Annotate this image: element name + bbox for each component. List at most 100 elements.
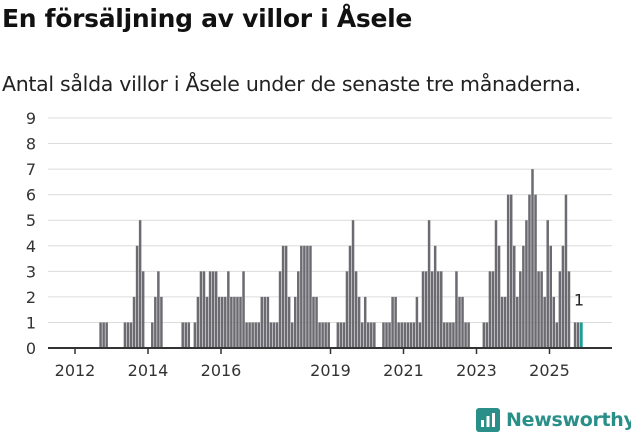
bar — [327, 322, 330, 348]
x-tick-label: 2025 — [529, 361, 570, 380]
newsworthy-logo-text: Newsworthy — [506, 409, 631, 431]
bar — [540, 271, 543, 348]
bar — [211, 271, 215, 348]
bar — [360, 322, 364, 348]
bar — [105, 322, 108, 348]
bar — [227, 271, 230, 348]
newsworthy-logo[interactable]: Newsworthy — [476, 408, 631, 432]
y-tick-label: 9 — [26, 109, 36, 128]
bar — [287, 296, 291, 348]
bar — [388, 322, 391, 348]
bar — [491, 271, 495, 348]
bar — [461, 296, 464, 348]
bar — [336, 322, 340, 348]
bar — [266, 296, 270, 348]
bar — [415, 296, 419, 348]
bar — [321, 322, 324, 348]
bar — [506, 194, 510, 348]
bar — [230, 296, 233, 348]
bar — [382, 322, 385, 348]
bar — [224, 296, 227, 348]
bar — [427, 220, 431, 348]
bar — [312, 296, 315, 348]
bar — [552, 296, 556, 348]
bar — [217, 296, 221, 348]
bar — [400, 322, 403, 348]
newsworthy-logo-icon — [476, 408, 500, 432]
bar — [126, 322, 130, 348]
bar — [284, 245, 288, 348]
bar — [467, 322, 470, 348]
bar — [373, 322, 376, 348]
bar — [221, 296, 224, 348]
bar — [193, 322, 197, 348]
bar — [129, 322, 133, 348]
y-tick-label: 7 — [26, 160, 36, 179]
y-tick-label: 2 — [26, 288, 36, 307]
bar — [546, 220, 549, 348]
bar — [263, 296, 267, 348]
bar — [245, 322, 248, 348]
bar — [519, 271, 522, 348]
bar — [509, 194, 513, 348]
bar — [528, 194, 531, 348]
bar — [348, 245, 352, 348]
bar — [357, 296, 361, 348]
x-tick-label: 2019 — [310, 361, 351, 380]
bar — [132, 296, 136, 348]
bar — [315, 296, 318, 348]
x-tick-label: 2023 — [456, 361, 497, 380]
bar — [367, 322, 370, 348]
bar — [187, 322, 191, 348]
bar — [102, 322, 105, 348]
bar — [576, 322, 580, 348]
bar — [394, 296, 397, 348]
bar — [297, 271, 300, 348]
bar — [531, 169, 534, 348]
bar — [503, 296, 507, 348]
bar — [449, 322, 452, 348]
bar — [318, 322, 321, 348]
bar — [436, 271, 440, 348]
bar — [300, 245, 303, 348]
bar — [522, 245, 525, 348]
y-tick-label: 6 — [26, 186, 36, 205]
bar — [239, 296, 242, 348]
y-tick-label: 1 — [26, 313, 36, 332]
chart-title: En försäljning av villor i Åsele — [2, 4, 413, 33]
bar — [549, 245, 552, 348]
bar — [409, 322, 413, 348]
bar — [236, 296, 239, 348]
bar — [452, 322, 455, 348]
bar — [516, 296, 519, 348]
bar — [281, 245, 285, 348]
bar — [561, 245, 565, 348]
bar — [254, 322, 257, 348]
bar — [248, 322, 251, 348]
bar — [306, 245, 309, 348]
bar — [154, 296, 157, 348]
bar — [430, 271, 434, 348]
bar — [385, 322, 388, 348]
y-tick-label: 4 — [26, 237, 36, 256]
x-tick-label: 2012 — [55, 361, 96, 380]
bar — [303, 245, 306, 348]
bar — [497, 245, 501, 348]
bar — [500, 296, 504, 348]
bar — [418, 322, 422, 348]
y-tick-label: 8 — [26, 135, 36, 154]
bar — [181, 322, 184, 348]
x-tick-label: 2021 — [383, 361, 424, 380]
bar — [324, 322, 327, 348]
bar — [260, 296, 264, 348]
bar — [196, 296, 200, 348]
bar — [513, 245, 516, 348]
bar — [345, 271, 349, 348]
bar — [309, 245, 312, 348]
bar — [123, 322, 127, 348]
bar — [555, 322, 559, 348]
chart-subtitle: Antal sålda villor i Åsele under de sena… — [2, 72, 581, 96]
bar — [272, 322, 276, 348]
bar — [184, 322, 187, 348]
bar — [458, 296, 461, 348]
